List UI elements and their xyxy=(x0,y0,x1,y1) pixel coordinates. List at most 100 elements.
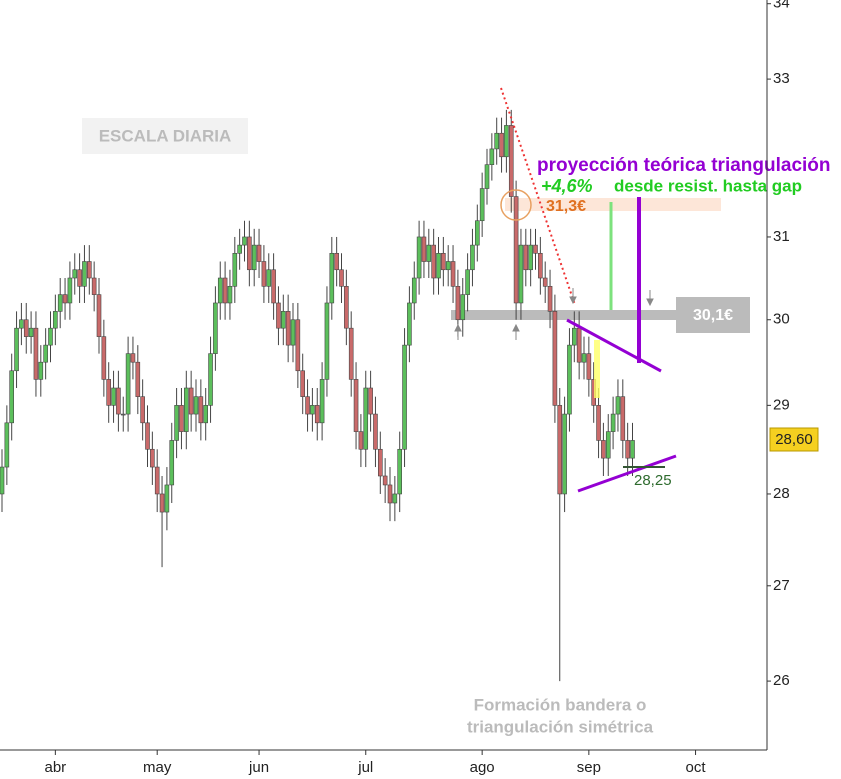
candle-body xyxy=(407,302,412,346)
candle-body xyxy=(159,493,165,513)
trend-line xyxy=(500,87,576,306)
x-tick-label: ago xyxy=(470,759,495,776)
y-tick-label: 26 xyxy=(773,672,790,689)
projection-pct: +4,6% xyxy=(541,176,593,196)
candle-body xyxy=(474,220,480,246)
candle-body xyxy=(184,387,189,432)
candle-body xyxy=(479,188,485,222)
candle-body xyxy=(285,311,291,346)
triangle-top xyxy=(566,318,662,373)
candle-body xyxy=(43,344,48,363)
candle-body xyxy=(154,466,160,495)
candle-body xyxy=(33,327,39,380)
candle-body xyxy=(387,484,393,504)
x-tick-label: abr xyxy=(45,759,67,776)
candle-body xyxy=(87,261,92,279)
candle-body xyxy=(411,277,417,304)
candle-body xyxy=(251,244,257,271)
candle-body xyxy=(174,405,179,441)
candle-body xyxy=(193,396,199,415)
candle-body xyxy=(382,475,388,486)
candle-body xyxy=(203,405,208,424)
candle-body xyxy=(605,431,611,459)
candle-body xyxy=(130,353,136,363)
candle-body xyxy=(28,327,34,337)
candle-body xyxy=(339,269,344,287)
candle-body xyxy=(57,294,63,312)
candle-body xyxy=(426,244,432,262)
candle-body xyxy=(596,405,601,441)
candle-body xyxy=(436,252,441,279)
candle-body xyxy=(135,361,141,397)
candle-body xyxy=(19,319,24,329)
last-price-box xyxy=(769,427,819,452)
candle-body xyxy=(610,413,616,432)
candle-body xyxy=(557,405,563,495)
candle-body xyxy=(329,252,335,304)
candle-body xyxy=(164,484,170,513)
scale-box xyxy=(82,118,248,154)
candle-body xyxy=(290,319,296,346)
y-tick-label: 30 xyxy=(773,311,790,328)
x-tick-label: sep xyxy=(577,759,601,776)
candle-body xyxy=(276,302,281,329)
candle-body xyxy=(455,286,461,321)
candle-body xyxy=(344,286,349,329)
candle-body xyxy=(373,413,378,450)
candle-body xyxy=(567,344,572,415)
candle-body xyxy=(232,252,238,287)
candle-body xyxy=(431,244,436,279)
candle-body xyxy=(305,396,310,415)
candle-body xyxy=(494,132,500,150)
candle-body xyxy=(217,277,223,304)
candle-body xyxy=(421,236,427,262)
resistance-bar xyxy=(451,310,676,320)
candle-body xyxy=(377,448,383,477)
candle-body xyxy=(547,286,553,312)
candle-body xyxy=(140,396,145,424)
pattern-label: Formación bandera o xyxy=(474,695,647,714)
candle-body xyxy=(300,370,306,397)
candle-body xyxy=(538,252,543,279)
candle-body xyxy=(242,236,247,246)
candle-body xyxy=(319,379,325,424)
candle-body xyxy=(581,353,587,363)
candle-body xyxy=(62,294,68,304)
projection-title: proyección teórica triangulación xyxy=(537,155,831,176)
x-tick-label: oct xyxy=(686,759,707,776)
scale-label: ESCALA DIARIA xyxy=(99,126,232,145)
candle-body xyxy=(518,244,524,304)
candle-body xyxy=(353,379,359,432)
candle-body xyxy=(489,148,495,165)
candle-body xyxy=(348,327,354,380)
resistance-box xyxy=(676,297,750,333)
candle-body xyxy=(625,440,630,459)
gap-band xyxy=(505,198,721,211)
triangle-bottom xyxy=(577,454,677,493)
x-tick-label: may xyxy=(143,759,172,776)
candle-body xyxy=(116,387,121,415)
candle-body xyxy=(363,387,369,450)
candle-body xyxy=(310,405,315,415)
candle-body xyxy=(450,261,456,287)
candle-body xyxy=(470,244,475,271)
candle-body xyxy=(552,311,558,406)
candle-body xyxy=(280,311,286,329)
candle-body xyxy=(222,277,228,304)
projection-desc: desde resist. hasta gap xyxy=(614,176,802,195)
candle-body xyxy=(38,361,44,380)
candle-body xyxy=(586,353,592,380)
candle-body xyxy=(445,261,451,271)
gap-circle xyxy=(500,189,532,221)
candle-body xyxy=(106,379,111,406)
candle-body xyxy=(295,319,301,372)
candle-body xyxy=(528,244,533,271)
candle-body xyxy=(441,252,446,271)
candle-body xyxy=(261,261,267,287)
candle-body xyxy=(630,440,635,459)
candle-body xyxy=(208,353,213,406)
candle-body xyxy=(513,196,519,304)
candle-body xyxy=(188,387,194,415)
